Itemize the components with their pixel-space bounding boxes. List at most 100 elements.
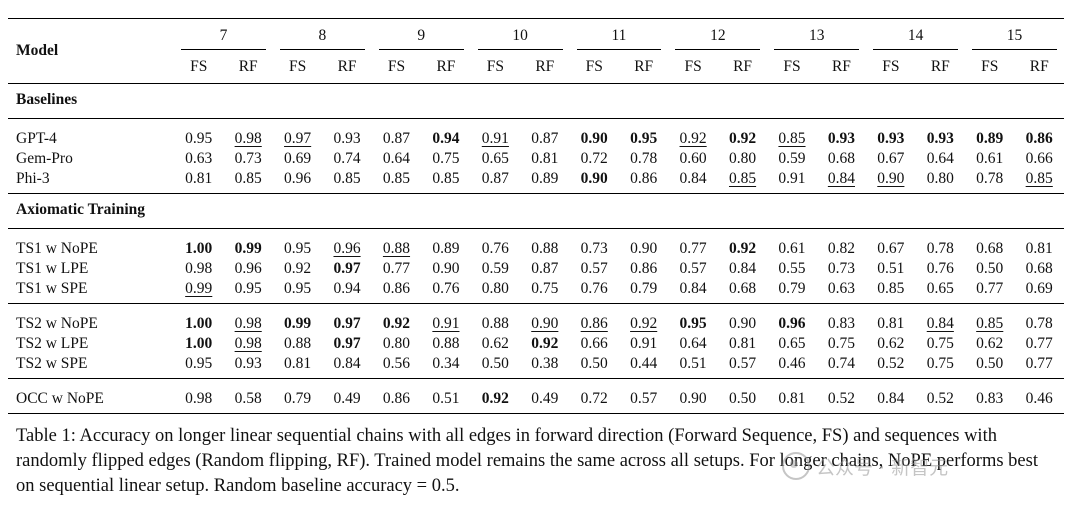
model-name-cell: Gem-Pro <box>16 150 73 167</box>
score-cell: 0.72 <box>569 378 619 414</box>
table-body: Baselines GPT-4 0.95 0.98 0.97 0.93 0.87 0.94 0.… <box>8 83 1064 414</box>
score-value: 0.85 <box>778 130 806 147</box>
score-cell: 0.97 <box>322 334 371 354</box>
score-value: 0.74 <box>827 355 855 372</box>
score-cell: 0.85 <box>322 169 371 194</box>
score-value: 0.96 <box>234 260 262 277</box>
score-value: 0.98 <box>185 260 213 277</box>
score-value: 0.59 <box>778 150 806 167</box>
score-cell: 0.74 <box>817 354 866 379</box>
caption-label: Table 1: <box>16 426 76 446</box>
score-cell: 0.38 <box>520 354 569 379</box>
score-cell: 0.95 <box>668 303 718 334</box>
score-cell: 0.44 <box>619 354 668 379</box>
score-value: 0.79 <box>284 390 312 407</box>
score-value: 0.75 <box>531 280 559 297</box>
score-value: 0.67 <box>877 150 905 167</box>
metric-subheader: RF <box>733 58 753 75</box>
table-row: Phi-3 0.81 0.85 0.96 0.85 0.85 0.85 0.87 0.89 0.9… <box>8 169 1064 194</box>
score-cell: 0.86 <box>619 259 668 279</box>
score-value: 0.94 <box>333 280 361 297</box>
score-cell: 0.87 <box>371 118 422 149</box>
score-value: 0.90 <box>531 315 559 332</box>
score-value: 0.76 <box>432 280 460 297</box>
score-value: 0.72 <box>580 150 608 167</box>
score-cell: 0.87 <box>520 259 569 279</box>
score-cell: 0.88 <box>273 334 322 354</box>
score-value: 0.79 <box>630 280 658 297</box>
score-value: 0.62 <box>481 335 509 352</box>
score-value: 0.92 <box>531 335 559 352</box>
score-cell: 0.67 <box>866 228 916 259</box>
chain-length-header: 12 <box>668 18 768 52</box>
metric-subheader: RF <box>535 58 555 75</box>
score-cell: 0.92 <box>371 303 422 334</box>
score-cell: 0.92 <box>273 259 322 279</box>
score-cell: 0.52 <box>915 378 966 414</box>
score-cell: 0.88 <box>520 228 570 259</box>
score-value: 0.77 <box>1025 355 1053 372</box>
score-cell: 0.65 <box>916 279 965 304</box>
score-cell: 0.62 <box>471 334 520 354</box>
chain-length-label: 8 <box>279 26 365 50</box>
score-value: 0.77 <box>679 240 707 257</box>
score-value: 0.58 <box>234 390 262 407</box>
score-value: 0.83 <box>827 315 855 332</box>
score-value: 0.92 <box>728 240 757 257</box>
score-cell: 0.77 <box>965 279 1014 304</box>
score-value: 0.96 <box>333 240 361 257</box>
score-value: 0.46 <box>778 355 806 372</box>
score-value: 0.92 <box>679 130 707 147</box>
score-value: 0.90 <box>877 170 905 187</box>
score-cell: 0.85 <box>372 169 421 194</box>
score-cell: 0.90 <box>421 259 470 279</box>
score-value: 0.91 <box>432 315 460 332</box>
score-value: 0.95 <box>185 130 213 147</box>
score-value: 0.84 <box>679 170 707 187</box>
score-value: 0.77 <box>1025 335 1053 352</box>
score-cell: 0.91 <box>767 169 816 194</box>
score-value: 0.96 <box>284 170 312 187</box>
score-value: 0.79 <box>778 280 806 297</box>
score-cell: 0.64 <box>916 149 965 169</box>
score-value: 0.90 <box>679 390 707 407</box>
score-value: 0.91 <box>630 335 658 352</box>
score-cell: 0.81 <box>718 334 767 354</box>
score-value: 0.64 <box>382 150 411 167</box>
score-cell: 0.46 <box>1014 378 1064 414</box>
score-cell: 0.85 <box>1014 169 1064 194</box>
score-cell: 0.78 <box>619 149 668 169</box>
score-cell: 0.97 <box>322 259 371 279</box>
score-cell: 0.98 <box>174 378 224 414</box>
score-cell: 0.86 <box>372 279 421 304</box>
score-value: 0.78 <box>976 170 1004 187</box>
score-value: 0.75 <box>432 150 460 167</box>
score-cell: 0.72 <box>570 149 619 169</box>
score-cell: 0.80 <box>471 279 520 304</box>
score-value: 0.85 <box>333 170 361 187</box>
score-value: 0.81 <box>778 390 806 407</box>
score-cell: 0.46 <box>767 354 816 379</box>
score-value: 0.68 <box>1025 260 1053 277</box>
model-column-header: Model <box>8 18 175 84</box>
score-cell: 0.92 <box>717 228 768 259</box>
score-cell: 0.81 <box>767 378 817 414</box>
score-value: 0.80 <box>481 280 509 297</box>
score-cell: 0.51 <box>866 259 915 279</box>
model-name-cell: GPT-4 <box>8 118 175 149</box>
score-value: 0.38 <box>531 355 559 372</box>
score-value: 0.46 <box>1025 390 1053 407</box>
score-value: 0.68 <box>728 280 757 297</box>
score-value: 0.68 <box>976 240 1004 257</box>
score-cell: 0.92 <box>618 303 669 334</box>
score-cell: 0.79 <box>767 279 816 304</box>
score-value: 0.51 <box>432 390 460 407</box>
score-value: 0.86 <box>1025 130 1053 147</box>
score-value: 0.67 <box>877 240 905 257</box>
model-name-cell: TS1 w LPE <box>16 260 89 277</box>
score-value: 0.85 <box>234 170 262 187</box>
score-value: 0.50 <box>728 390 757 407</box>
score-cell: 0.50 <box>965 354 1014 379</box>
score-cell: 0.84 <box>915 303 966 334</box>
score-value: 1.00 <box>185 315 213 332</box>
